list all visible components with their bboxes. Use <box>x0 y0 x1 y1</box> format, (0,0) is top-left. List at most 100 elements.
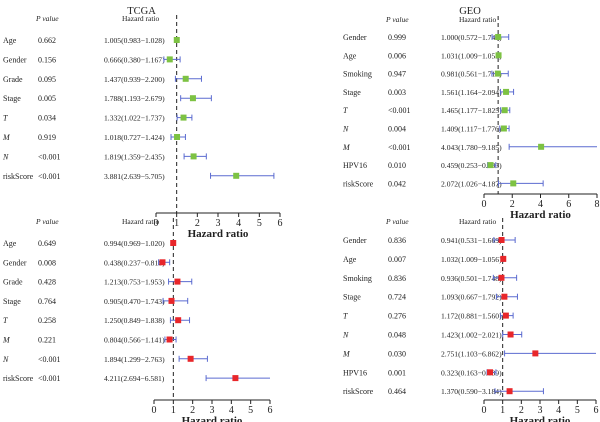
panel1-x-tick-label: 6 <box>278 218 283 229</box>
panel3-point-estimate <box>168 297 175 304</box>
panel2-point-estimate <box>501 107 508 114</box>
panel2-row-hr-text: 0.981(0.561−1.717) <box>441 70 502 79</box>
panel1-row-label: riskScore <box>3 172 34 181</box>
panel3-point-estimate <box>159 259 166 266</box>
panel4-row-p-value: 0.464 <box>388 387 406 396</box>
panel1-row-label: T <box>3 114 8 123</box>
panel2-row-p-value: <0.001 <box>388 143 411 152</box>
panel4-row-p-value: 0.001 <box>388 368 406 377</box>
panel4-row-label: Age <box>343 255 357 264</box>
panel2-row-label: riskScore <box>343 179 374 188</box>
panel4-row-hr-text: 1.093(0.667−1.792) <box>441 293 502 302</box>
panel2-row-hr-text: 2.072(1.026−4.187) <box>441 179 502 188</box>
panel4-point-estimate <box>500 255 507 262</box>
panel2-point-estimate <box>538 143 545 150</box>
panel1-row-p-value: 0.662 <box>38 36 56 45</box>
panel4-x-tick-label: 2 <box>519 405 524 416</box>
panel1-row-hr-text: 1.005(0.983−1.028) <box>104 36 165 45</box>
panel1-row-hr-text: 1.819(1.359−2.435) <box>104 152 165 161</box>
panel4-p-value-header: P value <box>385 217 409 226</box>
panel4-point-estimate <box>498 237 505 243</box>
panel2-point-estimate <box>500 125 507 132</box>
panel2-row-label: HPV16 <box>343 161 367 170</box>
panel1-point-estimate <box>182 75 189 82</box>
panel4-row-hr-text: 1.370(0.590−3.184) <box>441 387 502 396</box>
panel4-row-label: T <box>343 312 348 321</box>
panel4-x-tick-label: 3 <box>538 405 543 416</box>
panel3-row-label: M <box>2 336 11 345</box>
panel3-row-label: Gender <box>3 258 27 267</box>
panel4-row-p-value: 0.007 <box>388 255 406 264</box>
panel4-point-estimate <box>506 388 513 395</box>
panel4-row-p-value: 0.836 <box>388 236 406 245</box>
panel3-x-axis-label: Hazard ratio <box>182 415 243 422</box>
panel3-row-label: Stage <box>3 297 21 306</box>
panel2-x-tick-label: 6 <box>566 199 571 210</box>
panel1-row-label: N <box>2 152 9 161</box>
panel3-x-tick-label: 6 <box>268 405 273 416</box>
panel1-row-hr-text: 1.788(1.193−2.679) <box>104 94 165 103</box>
panel1-point-estimate <box>180 114 187 121</box>
panel3-point-estimate <box>174 278 181 285</box>
panel2-point-estimate <box>495 52 502 59</box>
panel2-hazard-ratio-header: Hazard ratio <box>459 15 497 24</box>
panel4-point-estimate <box>532 350 539 357</box>
panel3-x-tick-label: 0 <box>152 405 157 416</box>
panel2-x-tick-label: 8 <box>595 199 600 210</box>
panel2-point-estimate <box>510 180 517 187</box>
panel1-x-tick-label: 0 <box>154 218 159 229</box>
panel2-row-hr-text: 0.459(0.253−0.833) <box>441 161 502 170</box>
panel4-x-tick-label: 5 <box>575 405 580 416</box>
panel1-row-label: Grade <box>3 75 23 84</box>
panel1-x-axis-label: Hazard ratio <box>188 228 249 240</box>
panel3-row-label: T <box>3 316 8 325</box>
panel3-row-label: Grade <box>3 278 23 287</box>
panel1-row-label: M <box>2 133 11 142</box>
panel3-x-tick-label: 2 <box>190 405 195 416</box>
panel2-row-hr-text: 4.043(1.780−9.185) <box>441 143 502 152</box>
panel4-x-tick-label: 4 <box>556 405 561 416</box>
panel2-row-label: T <box>343 106 348 115</box>
panel2-row-label: Smoking <box>343 70 372 79</box>
panel2-row-hr-text: 1.409(1.117−1.776) <box>441 125 502 134</box>
panel1-x-tick-label: 5 <box>257 218 262 229</box>
panel2-row-p-value: 0.947 <box>388 70 406 79</box>
panel2-x-axis-label: Hazard ratio <box>510 209 571 221</box>
panel2-row-p-value: 0.006 <box>388 51 406 60</box>
panel3-row-hr-text: 1.250(0.849−1.838) <box>104 316 165 325</box>
panel2-p-value-header: P value <box>385 15 409 24</box>
panel3-hazard-ratio-header: Hazard ratio <box>122 217 160 226</box>
panel4-row-p-value: 0.048 <box>388 331 406 340</box>
panel3-point-estimate <box>166 336 173 343</box>
panel1-row-hr-text: 1.018(0.727−1.424) <box>104 133 165 142</box>
panel1-x-tick-label: 1 <box>174 218 179 229</box>
panel3-row-p-value: 0.258 <box>38 316 56 325</box>
panel3-row-hr-text: 1.213(0.753−1.953) <box>104 278 165 287</box>
panel4-point-estimate <box>502 312 509 319</box>
panel4-row-hr-text: 2.751(1.103−6.862) <box>441 349 502 358</box>
panel2-row-p-value: 0.042 <box>388 179 406 188</box>
panel2-point-estimate <box>494 70 501 77</box>
panel2-x-tick-label: 4 <box>538 199 543 210</box>
panel3-row-p-value: 0.764 <box>38 297 56 306</box>
panel2-row-hr-text: 1.465(1.177−1.825) <box>441 106 502 115</box>
panel3-x-tick-label: 1 <box>171 405 176 416</box>
panel2-x-tick-label: 2 <box>510 199 515 210</box>
panel1-row-hr-text: 1.332(1.022−1.737) <box>104 114 165 123</box>
panel3-row-p-value: 0.008 <box>38 258 56 267</box>
panel2-row-p-value: 0.003 <box>388 88 406 97</box>
panel3-row-hr-text: 0.905(0.470−1.743) <box>104 297 165 306</box>
panel2-row-label: M <box>342 143 351 152</box>
panel1-row-p-value: 0.034 <box>38 114 56 123</box>
panel1-point-estimate <box>166 56 173 63</box>
panel1-x-tick-label: 4 <box>236 218 241 229</box>
panel3-point-estimate <box>170 240 177 246</box>
panel4-point-estimate <box>498 274 505 281</box>
panel1-row-p-value: 0.095 <box>38 75 56 84</box>
panel3-point-estimate <box>187 355 194 362</box>
panel1-row-hr-text: 3.881(2.639−5.705) <box>104 172 165 181</box>
panel1-point-estimate <box>190 153 197 160</box>
panel2-row-p-value: 0.999 <box>388 33 406 42</box>
panel1-x-tick-label: 3 <box>216 218 221 229</box>
